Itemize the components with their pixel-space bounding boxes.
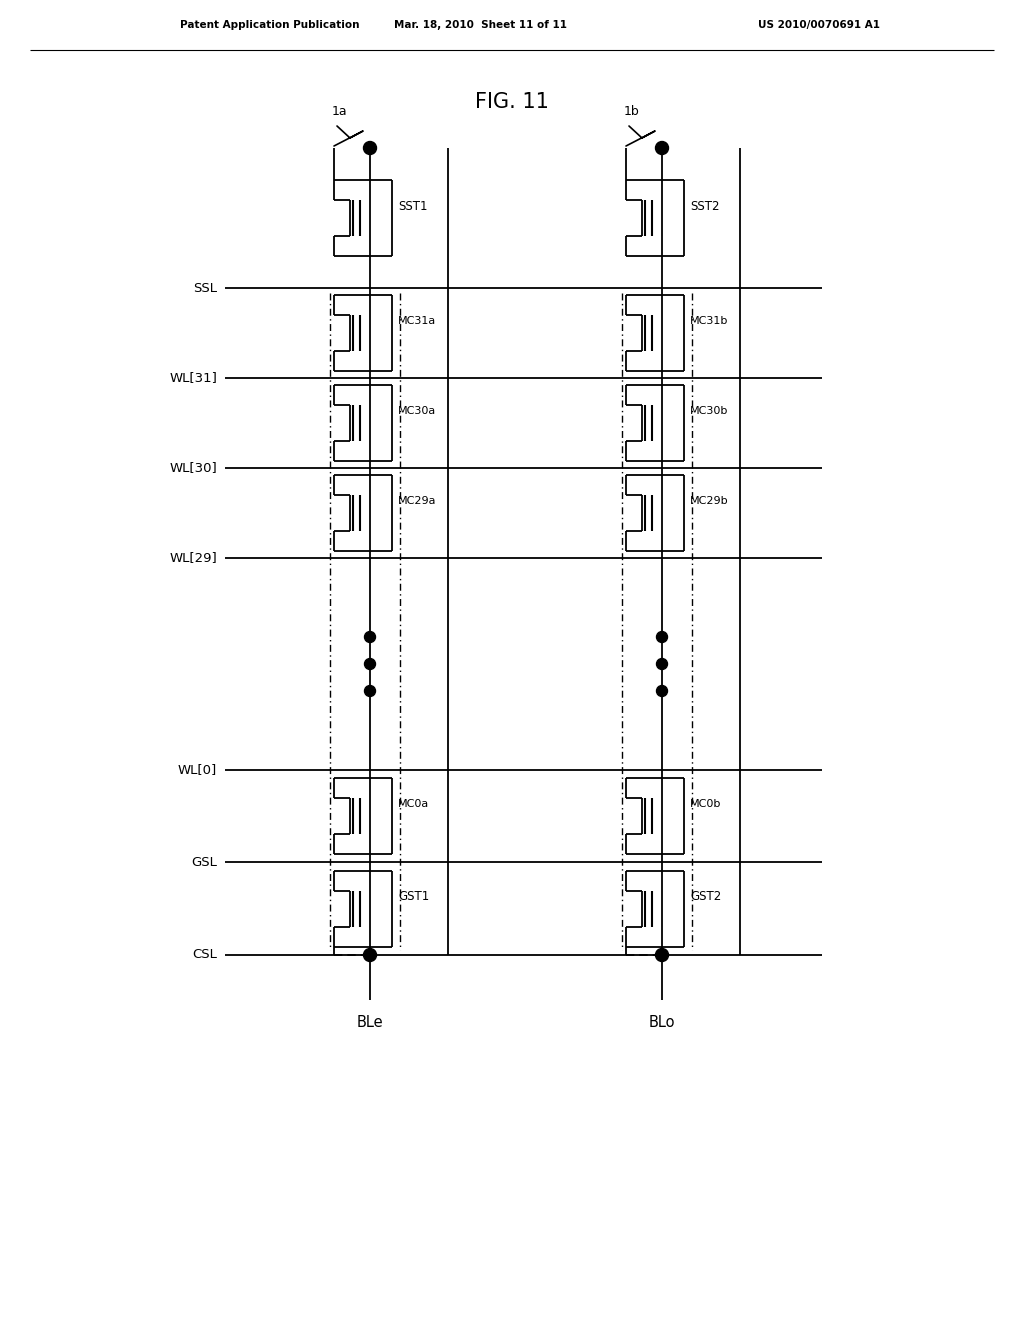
Text: Patent Application Publication: Patent Application Publication: [180, 20, 359, 30]
Text: MC31b: MC31b: [690, 315, 728, 326]
Circle shape: [365, 631, 376, 643]
Text: MC30a: MC30a: [398, 407, 436, 416]
Text: BLe: BLe: [356, 1015, 383, 1030]
Circle shape: [656, 659, 668, 669]
Circle shape: [655, 949, 669, 961]
Text: 1b: 1b: [624, 106, 640, 117]
Circle shape: [365, 659, 376, 669]
Text: SSL: SSL: [193, 281, 217, 294]
Text: MC30b: MC30b: [690, 407, 728, 416]
Circle shape: [364, 141, 377, 154]
Circle shape: [656, 631, 668, 643]
Text: WL[31]: WL[31]: [169, 371, 217, 384]
Text: GST1: GST1: [398, 890, 429, 903]
Text: SST2: SST2: [690, 199, 720, 213]
Text: MC31a: MC31a: [398, 315, 436, 326]
Text: Mar. 18, 2010  Sheet 11 of 11: Mar. 18, 2010 Sheet 11 of 11: [393, 20, 566, 30]
Text: BLo: BLo: [649, 1015, 675, 1030]
Circle shape: [365, 685, 376, 697]
Circle shape: [656, 685, 668, 697]
Text: SST1: SST1: [398, 199, 427, 213]
Circle shape: [655, 141, 669, 154]
Text: US 2010/0070691 A1: US 2010/0070691 A1: [758, 20, 880, 30]
Text: FIG. 11: FIG. 11: [475, 92, 549, 112]
Text: 1a: 1a: [332, 106, 347, 117]
Text: WL[30]: WL[30]: [169, 462, 217, 474]
Text: GSL: GSL: [191, 855, 217, 869]
Text: WL[29]: WL[29]: [169, 552, 217, 565]
Text: MC0b: MC0b: [690, 799, 721, 809]
Text: MC0a: MC0a: [398, 799, 429, 809]
Text: GST2: GST2: [690, 890, 721, 903]
Text: MC29a: MC29a: [398, 496, 436, 506]
Text: MC29b: MC29b: [690, 496, 729, 506]
Text: CSL: CSL: [193, 949, 217, 961]
Circle shape: [364, 949, 377, 961]
Text: WL[0]: WL[0]: [178, 763, 217, 776]
